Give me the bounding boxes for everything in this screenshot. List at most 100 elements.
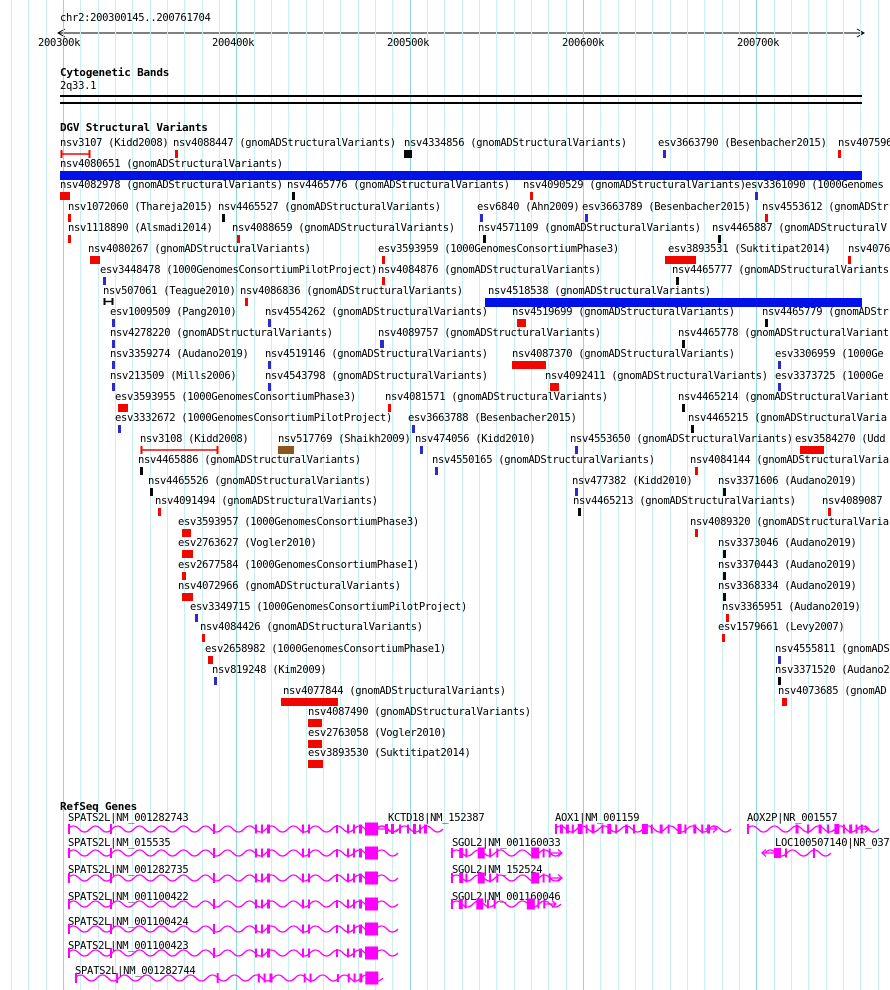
variant-label[interactable]: nsv4080267 (gnomADStructuralVariants) — [88, 243, 311, 255]
variant-label[interactable]: nsv4519146 (gnomADStructuralVariants) — [265, 348, 488, 360]
variant-label[interactable]: nsv407596 — [838, 137, 890, 149]
variant-glyph[interactable] — [726, 614, 729, 622]
variant-glyph[interactable] — [828, 508, 831, 516]
variant-glyph[interactable] — [103, 298, 114, 305]
variant-glyph[interactable] — [722, 634, 725, 642]
variant-label[interactable]: esv3584270 (Udd — [795, 433, 886, 445]
variant-glyph[interactable] — [380, 340, 384, 348]
gene-model[interactable] — [554, 821, 732, 837]
variant-glyph[interactable] — [723, 550, 726, 558]
variant-glyph[interactable] — [208, 656, 213, 664]
gene-label[interactable]: SPATS2L|NM_015535 — [68, 837, 171, 849]
variant-label[interactable]: nsv3107 (Kidd2008) — [60, 137, 169, 149]
variant-label[interactable]: nsv474056 (Kidd2010) — [415, 433, 536, 445]
variant-label[interactable]: nsv4082978 (gnomADStructuralVariants) — [60, 179, 283, 191]
gene-model[interactable] — [67, 821, 399, 837]
variant-glyph[interactable] — [158, 508, 161, 516]
variant-label[interactable]: esv3593957 (1000GenomesConsortiumPhase3) — [178, 516, 419, 528]
variant-label[interactable]: nsv4088659 (gnomADStructuralVariants) — [232, 222, 455, 234]
variant-glyph[interactable] — [308, 740, 322, 748]
variant-label[interactable]: nsv4087370 (gnomADStructuralVariants) — [512, 348, 735, 360]
variant-glyph[interactable] — [682, 340, 685, 348]
variant-glyph[interactable] — [278, 446, 294, 454]
variant-label[interactable]: nsv1072060 (Thareja2015) — [68, 201, 213, 213]
variant-glyph[interactable] — [68, 235, 71, 243]
variant-glyph[interactable] — [550, 383, 559, 391]
variant-label[interactable]: esv3663790 (Besenbacher2015) — [658, 137, 827, 149]
variant-label[interactable]: nsv4334856 (gnomADStructuralVariants) — [404, 137, 627, 149]
variant-glyph[interactable] — [195, 614, 198, 622]
variant-label[interactable]: nsv4465886 (gnomADStructuralVariants) — [138, 454, 361, 466]
variant-glyph[interactable] — [517, 319, 526, 327]
gene-label[interactable]: SPATS2L|NM_001100422 — [68, 891, 189, 903]
variant-glyph[interactable] — [435, 467, 438, 475]
variant-glyph[interactable] — [112, 319, 115, 327]
variant-glyph[interactable] — [530, 192, 533, 200]
variant-label[interactable]: nsv4465777 (gnomADStructuralVariants — [672, 264, 889, 276]
gene-label[interactable]: SPATS2L|NM_001100424 — [68, 916, 189, 928]
gene-label[interactable]: SPATS2L|NM_001282744 — [75, 965, 196, 977]
variant-glyph[interactable] — [665, 256, 696, 264]
variant-label[interactable]: nsv4087490 (gnomADStructuralVariants) — [308, 706, 531, 718]
variant-label[interactable]: nsv4571109 (gnomADStructuralVariants) — [478, 222, 701, 234]
variant-label[interactable]: nsv3359274 (Audano2019) — [110, 348, 249, 360]
gene-model[interactable] — [450, 896, 562, 912]
variant-glyph[interactable] — [90, 256, 100, 264]
variant-glyph[interactable] — [585, 214, 588, 222]
variant-glyph[interactable] — [103, 277, 106, 285]
variant-label[interactable]: nsv4465215 (gnomADStructuralVaria — [688, 412, 887, 424]
variant-label[interactable]: nsv4088447 (gnomADStructuralVariants) — [173, 137, 396, 149]
variant-label[interactable]: nsv517769 (Shaikh2009) — [278, 433, 411, 445]
variant-glyph[interactable] — [718, 235, 721, 243]
variant-glyph[interactable] — [268, 319, 271, 327]
variant-label[interactable]: nsv40769 — [848, 243, 890, 255]
gene-label[interactable]: SGOL2|NM_001160046 — [452, 891, 561, 903]
variant-glyph[interactable] — [575, 488, 578, 496]
variant-glyph[interactable] — [60, 150, 91, 158]
variant-glyph[interactable] — [140, 446, 219, 454]
variant-label[interactable]: nsv819248 (Kim2009) — [212, 664, 327, 676]
variant-glyph[interactable] — [308, 719, 322, 727]
variant-label[interactable]: esv1009509 (Pang2010) — [110, 306, 237, 318]
variant-label[interactable]: nsv4555811 (gnomADS — [775, 643, 890, 655]
gene-model[interactable] — [74, 970, 386, 986]
variant-glyph[interactable] — [676, 277, 679, 285]
variant-label[interactable]: nsv4465527 (gnomADStructuralVariants) — [218, 201, 441, 213]
variant-label[interactable]: nsv4086836 (gnomADStructuralVariants) — [240, 285, 463, 297]
variant-label[interactable]: esv3361090 (1000Genomes — [745, 179, 884, 191]
variant-label[interactable]: nsv4465778 (gnomADStructuralVariant — [678, 327, 889, 339]
variant-glyph[interactable] — [695, 529, 698, 537]
variant-glyph[interactable] — [480, 214, 483, 222]
variant-glyph[interactable] — [765, 214, 768, 222]
variant-glyph[interactable] — [112, 361, 115, 369]
gene-model[interactable] — [746, 821, 880, 837]
variant-label[interactable]: nsv507061 (Teague2010) — [103, 285, 236, 297]
variant-glyph[interactable] — [308, 760, 323, 768]
variant-glyph[interactable] — [723, 593, 726, 601]
gene-model[interactable] — [373, 821, 444, 837]
variant-glyph[interactable] — [175, 150, 178, 158]
variant-label[interactable]: nsv4091494 (gnomADStructuralVariants) — [155, 495, 378, 507]
variant-glyph[interactable] — [755, 192, 758, 200]
variant-label[interactable]: nsv4554262 (gnomADStructuralVariants) — [265, 306, 488, 318]
variant-label[interactable]: nsv4550165 (gnomADStructuralVariants) — [432, 454, 655, 466]
variant-label[interactable]: nsv4543798 (gnomADStructuralVariants) — [265, 370, 488, 382]
variant-glyph[interactable] — [485, 298, 862, 307]
variant-label[interactable]: esv2677584 (1000GenomesConsortiumPhase1) — [178, 559, 419, 571]
variant-glyph[interactable] — [575, 446, 578, 454]
variant-label[interactable]: nsv4519699 (gnomADStructuralVariants) — [512, 306, 735, 318]
variant-label[interactable]: nsv4465214 (gnomADStructuralVariant — [678, 391, 889, 403]
gene-model[interactable] — [450, 845, 566, 861]
variant-label[interactable]: esv3448478 (1000GenomesConsortiumPilotPr… — [100, 264, 377, 276]
variant-label[interactable]: nsv4090529 (gnomADStructuralVariants) — [523, 179, 746, 191]
variant-glyph[interactable] — [778, 656, 781, 664]
variant-label[interactable]: nsv4465779 (gnomADStr — [762, 306, 889, 318]
variant-label[interactable]: nsv3371606 (Audano2019) — [718, 475, 857, 487]
variant-glyph[interactable] — [182, 572, 186, 580]
variant-glyph[interactable] — [182, 529, 191, 537]
variant-glyph[interactable] — [782, 698, 787, 706]
gene-model[interactable] — [67, 870, 399, 886]
variant-label[interactable]: nsv4080651 (gnomADStructuralVariants) — [60, 158, 283, 170]
variant-label[interactable]: esv3332672 (1000GenomesConsortiumPilotPr… — [115, 412, 392, 424]
variant-label[interactable]: nsv4073685 (gnomAD — [778, 685, 887, 697]
